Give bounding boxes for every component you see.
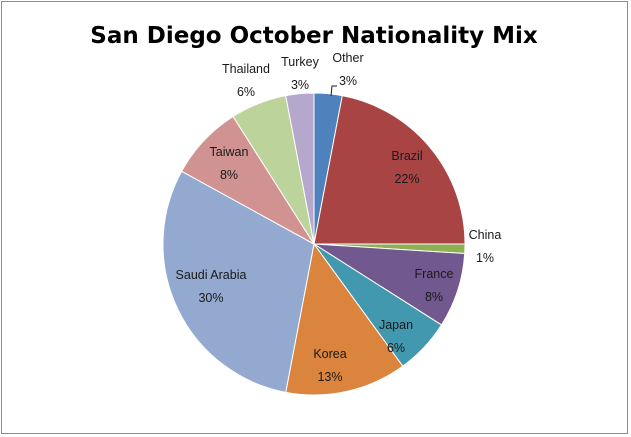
slice-percent-thailand: 6% [237, 85, 255, 99]
slice-label-turkey: Turkey [281, 55, 319, 69]
pie-slice-turkey [285, 92, 315, 245]
pie-slice-saudi-arabia [162, 170, 315, 393]
slice-labels: Other 3% Brazil 22% China 1% France 8% Japan 6% Ko… [176, 51, 502, 384]
pie-slices [162, 92, 466, 396]
pie-slice-brazil [313, 95, 466, 245]
slice-label-china: China [469, 228, 502, 242]
slice-percent-brazil: 22% [394, 172, 419, 186]
slice-label-thailand: Thailand [222, 62, 270, 76]
slice-label-brazil: Brazil [391, 149, 422, 163]
chart-title: San Diego October Nationality Mix [90, 23, 538, 49]
slice-percent-korea: 13% [317, 370, 342, 384]
slice-label-other: Other [332, 51, 363, 65]
slice-percent-japan: 6% [387, 341, 405, 355]
slice-percent-china: 1% [476, 251, 494, 265]
slice-percent-france: 8% [425, 290, 443, 304]
slice-label-japan: Japan [379, 318, 413, 332]
slice-percent-turkey: 3% [291, 78, 309, 92]
slice-label-france: France [415, 267, 454, 281]
slice-label-saudi-arabia: Saudi Arabia [176, 268, 247, 282]
leader-line-other [330, 85, 337, 97]
slice-percent-other: 3% [339, 74, 357, 88]
slice-label-korea: Korea [313, 347, 346, 361]
slice-percent-saudi-arabia: 30% [198, 291, 223, 305]
leader-lines [330, 85, 337, 97]
pie-slice-korea [285, 242, 404, 396]
slice-label-taiwan: Taiwan [210, 145, 249, 159]
slice-percent-taiwan: 8% [220, 168, 238, 182]
